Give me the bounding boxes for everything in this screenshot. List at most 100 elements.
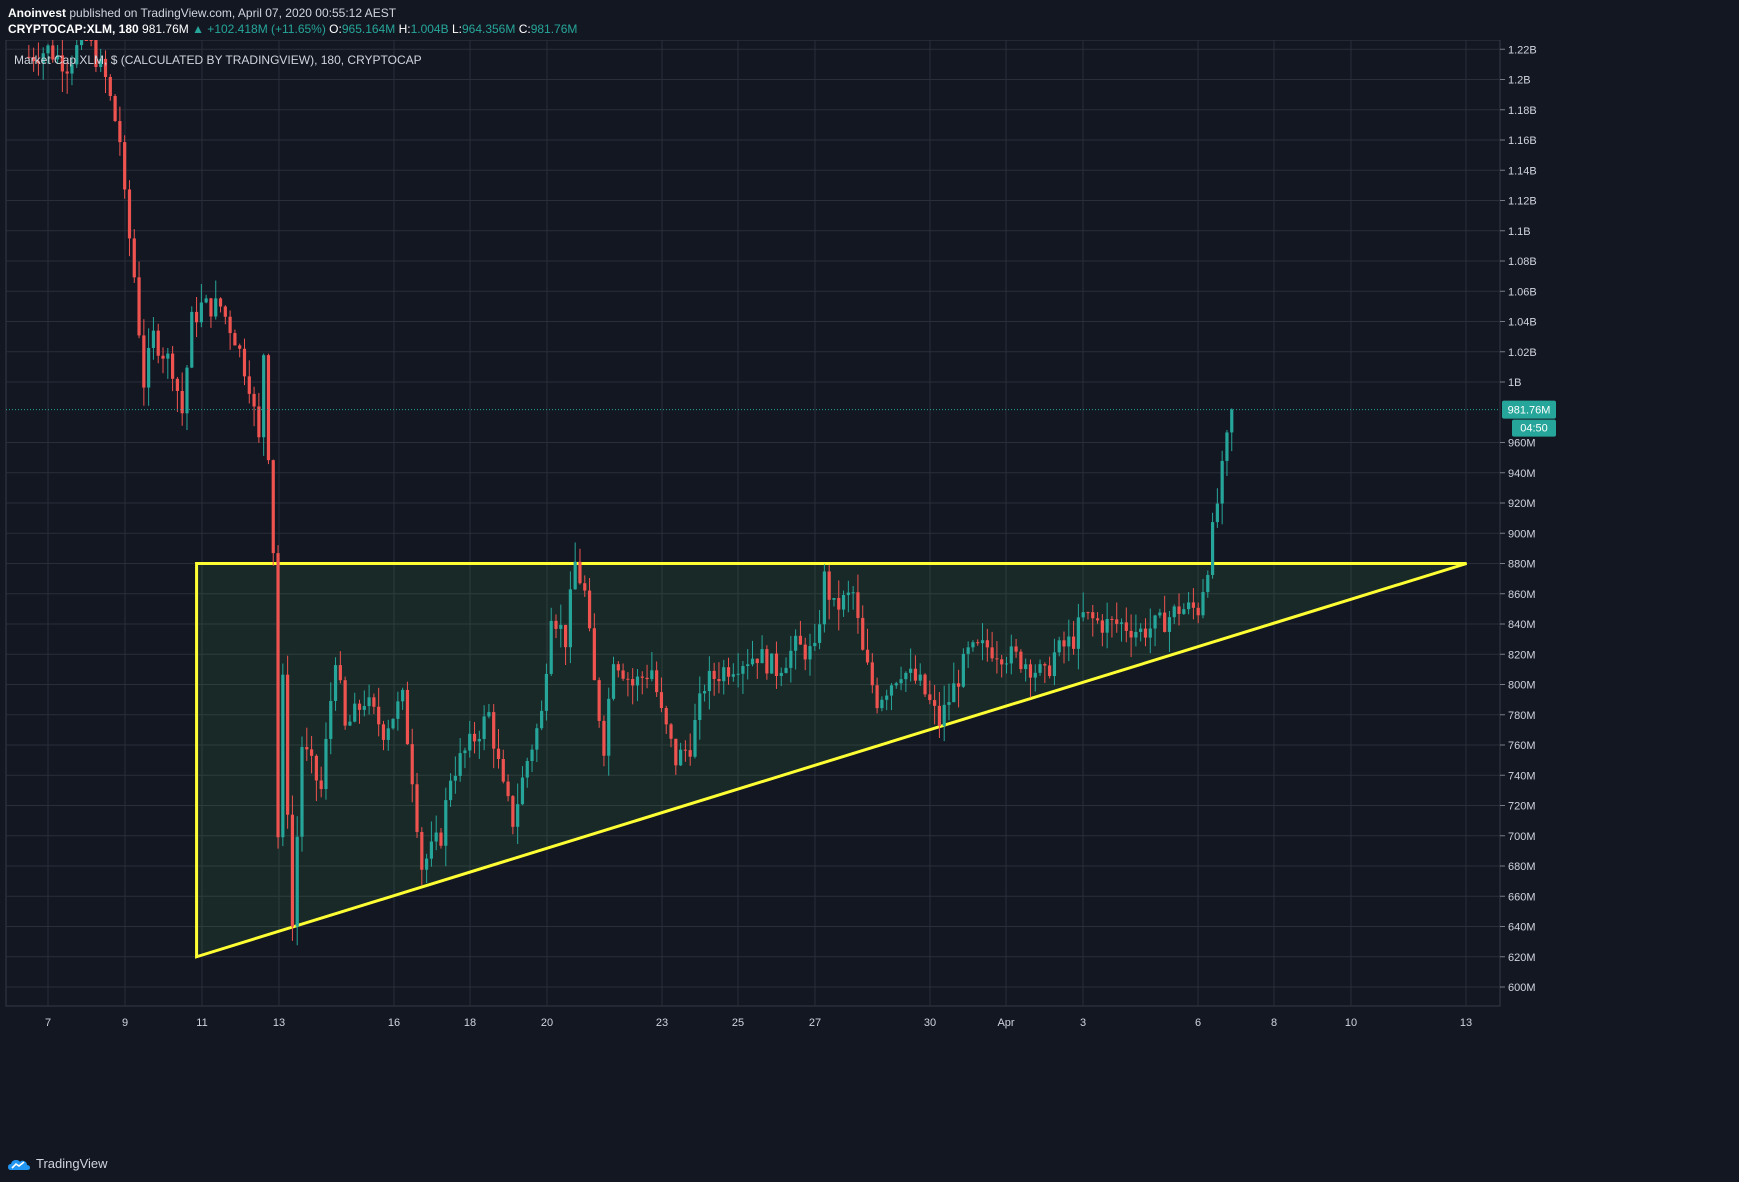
candle-down <box>1129 614 1133 658</box>
author-name[interactable]: Anoinvest <box>8 6 67 20</box>
candle-up <box>1230 408 1234 452</box>
candle-body <box>770 653 774 674</box>
price-axis-label: 760M <box>1508 740 1536 752</box>
candle-up <box>822 564 826 633</box>
candle-body <box>880 699 884 709</box>
candle-up <box>679 742 683 766</box>
candle-up <box>770 653 774 674</box>
candle-down <box>338 651 342 684</box>
candle-body <box>904 672 908 680</box>
candle-body <box>214 298 218 317</box>
candle-body <box>592 628 596 681</box>
candle-down <box>32 47 36 72</box>
candle-body <box>1129 630 1133 638</box>
candle-up <box>166 347 170 379</box>
candle-down <box>870 653 874 694</box>
candle-body <box>60 55 64 72</box>
price-axis-label: 680M <box>1508 861 1536 873</box>
candle-up <box>980 623 985 661</box>
candle-down <box>286 655 290 829</box>
candle-body <box>736 673 740 675</box>
candle-down <box>357 699 362 724</box>
candle-up <box>1052 638 1057 686</box>
time-axis-label: 23 <box>656 1017 668 1029</box>
candle-down <box>132 229 136 283</box>
candle-up <box>817 610 822 650</box>
candle-body <box>439 832 443 846</box>
candle-body <box>650 670 654 680</box>
candle-down <box>51 40 55 63</box>
candle-up <box>401 687 405 710</box>
candle-up <box>573 542 577 590</box>
price-axis-label: 720M <box>1508 801 1536 813</box>
candle-up <box>75 40 79 68</box>
candle-up <box>1215 488 1219 528</box>
candle-up <box>324 722 328 800</box>
candle-body <box>377 706 381 725</box>
candle-body <box>204 298 208 303</box>
ascending-triangle-drawing[interactable] <box>195 562 1468 959</box>
candlestick-series <box>27 40 1234 946</box>
candle-down <box>913 655 918 684</box>
symbol-label[interactable]: CRYPTOCAP:XLM, 180 <box>8 22 139 36</box>
candle-body <box>544 673 549 711</box>
price-change: ▲ +102.418M (+11.65%) <box>192 22 326 36</box>
candle-up <box>458 738 462 782</box>
candle-up <box>702 684 707 702</box>
candle-down <box>631 668 635 705</box>
candle-body <box>659 692 664 708</box>
candle-body <box>774 653 779 676</box>
candle-up <box>1148 608 1152 654</box>
candle-body <box>429 841 433 859</box>
candle-down <box>1163 595 1167 633</box>
candle-body <box>707 670 711 692</box>
candle-up <box>736 653 740 688</box>
candle-body <box>281 674 285 838</box>
candle-body <box>525 761 529 778</box>
candle-body <box>171 353 175 379</box>
price-chart[interactable]: 1.22B 1.2B 1.18B 1.16B 1.14B 1.12B 1.1B 1.08B 1.… <box>0 40 1739 1146</box>
candle-body <box>1163 612 1167 632</box>
candle-up <box>918 663 922 686</box>
candle-body <box>822 571 826 625</box>
candle-body <box>798 635 803 645</box>
candle-body <box>640 676 644 678</box>
candle-down <box>1000 655 1004 678</box>
candle-down <box>180 372 184 426</box>
candle-body <box>750 658 755 665</box>
candle-down <box>861 605 865 651</box>
tradingview-logo[interactable]: TradingView <box>8 1156 108 1171</box>
candle-body <box>587 590 592 629</box>
series-legend-title[interactable]: Market Cap XLM, $ (CALCULATED BY TRADING… <box>14 53 422 67</box>
candle-up <box>731 663 735 682</box>
candle-body <box>597 680 601 721</box>
candle-up <box>650 652 654 682</box>
candle-down <box>1115 602 1119 633</box>
candle-up <box>41 47 45 80</box>
candle-body <box>1019 651 1023 670</box>
candle-body <box>468 733 472 751</box>
candle-body <box>75 45 79 65</box>
candle-up <box>698 676 702 740</box>
candle-body <box>209 298 213 317</box>
candle-down <box>837 580 841 631</box>
candle-up <box>885 689 889 711</box>
candle-up <box>904 671 908 692</box>
candle-down <box>257 392 261 443</box>
candle-up <box>1167 610 1172 653</box>
candle-up <box>1033 664 1037 692</box>
candle-up <box>214 280 218 320</box>
candle-up <box>1038 659 1042 676</box>
time-axis-label: 3 <box>1080 1017 1086 1029</box>
candle-up <box>1139 623 1143 642</box>
candle-down <box>928 680 932 705</box>
candle-body <box>127 189 132 239</box>
current-price-value: 981.76M <box>1508 405 1551 417</box>
candle-body <box>1153 615 1157 629</box>
time-axis-label: 10 <box>1345 1017 1357 1029</box>
candle-up <box>199 284 203 328</box>
candle-body <box>266 355 271 461</box>
candle-down <box>309 735 314 774</box>
candle-down <box>242 338 247 386</box>
candle-body <box>1004 663 1009 665</box>
